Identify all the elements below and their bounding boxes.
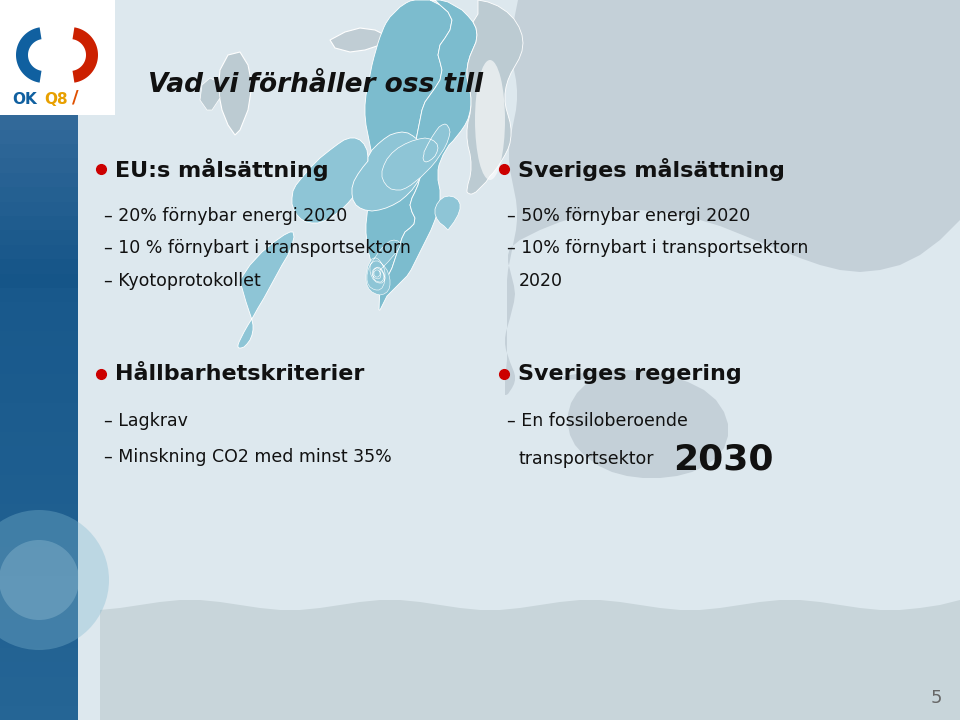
FancyBboxPatch shape <box>0 503 78 518</box>
Text: – 10 % förnybart i transportsektorn: – 10 % förnybart i transportsektorn <box>104 239 411 257</box>
FancyBboxPatch shape <box>0 114 78 130</box>
FancyBboxPatch shape <box>0 546 78 562</box>
FancyBboxPatch shape <box>0 57 78 72</box>
Text: Vad vi förhåller oss till: Vad vi förhåller oss till <box>148 72 483 98</box>
FancyBboxPatch shape <box>0 402 78 418</box>
FancyBboxPatch shape <box>0 575 78 590</box>
Text: – 50% förnybar energi 2020: – 50% förnybar energi 2020 <box>507 207 750 225</box>
Text: /: / <box>72 89 79 107</box>
Polygon shape <box>330 28 385 52</box>
FancyBboxPatch shape <box>0 374 78 389</box>
FancyBboxPatch shape <box>0 446 78 461</box>
FancyBboxPatch shape <box>0 388 78 403</box>
FancyBboxPatch shape <box>0 532 78 547</box>
FancyBboxPatch shape <box>0 287 78 302</box>
FancyBboxPatch shape <box>0 705 78 720</box>
FancyBboxPatch shape <box>0 662 78 677</box>
Text: transportsektor: transportsektor <box>518 451 654 469</box>
Polygon shape <box>218 52 252 135</box>
FancyBboxPatch shape <box>0 86 78 101</box>
FancyBboxPatch shape <box>0 345 78 360</box>
Polygon shape <box>435 196 460 230</box>
FancyBboxPatch shape <box>0 647 78 662</box>
Text: Hållbarhetskriterier: Hållbarhetskriterier <box>115 364 364 384</box>
FancyBboxPatch shape <box>0 676 78 691</box>
FancyBboxPatch shape <box>0 215 78 230</box>
Polygon shape <box>238 232 294 348</box>
FancyBboxPatch shape <box>0 230 78 245</box>
FancyBboxPatch shape <box>0 633 78 648</box>
Polygon shape <box>292 138 368 223</box>
Text: 2020: 2020 <box>518 271 563 289</box>
FancyBboxPatch shape <box>0 129 78 144</box>
FancyBboxPatch shape <box>0 172 78 187</box>
Polygon shape <box>366 240 400 295</box>
FancyBboxPatch shape <box>0 618 78 634</box>
FancyBboxPatch shape <box>0 604 78 619</box>
Text: Sveriges regering: Sveriges regering <box>518 364 742 384</box>
FancyBboxPatch shape <box>0 302 78 317</box>
FancyBboxPatch shape <box>0 201 78 216</box>
FancyBboxPatch shape <box>0 417 78 432</box>
Text: – Lagkrav: – Lagkrav <box>104 412 187 430</box>
FancyBboxPatch shape <box>0 518 78 533</box>
FancyBboxPatch shape <box>0 330 78 346</box>
FancyBboxPatch shape <box>0 561 78 576</box>
FancyBboxPatch shape <box>0 100 78 115</box>
Polygon shape <box>382 124 450 190</box>
FancyBboxPatch shape <box>0 258 78 274</box>
Polygon shape <box>365 0 452 284</box>
Polygon shape <box>467 0 523 194</box>
FancyBboxPatch shape <box>0 359 78 374</box>
FancyBboxPatch shape <box>0 460 78 475</box>
Polygon shape <box>550 370 728 478</box>
FancyBboxPatch shape <box>0 158 78 173</box>
Circle shape <box>0 510 109 650</box>
FancyBboxPatch shape <box>0 244 78 259</box>
Polygon shape <box>505 0 960 395</box>
Circle shape <box>0 540 79 620</box>
Polygon shape <box>73 27 98 83</box>
Text: OK: OK <box>12 92 36 107</box>
FancyBboxPatch shape <box>0 14 78 29</box>
FancyBboxPatch shape <box>0 273 78 288</box>
FancyBboxPatch shape <box>0 0 78 14</box>
FancyBboxPatch shape <box>0 489 78 504</box>
Polygon shape <box>200 78 220 110</box>
FancyBboxPatch shape <box>0 71 78 86</box>
FancyBboxPatch shape <box>0 316 78 331</box>
Polygon shape <box>16 27 41 83</box>
Text: 5: 5 <box>930 689 942 707</box>
Text: – 20% förnybar energi 2020: – 20% förnybar energi 2020 <box>104 207 347 225</box>
Text: 2030: 2030 <box>673 442 774 477</box>
FancyBboxPatch shape <box>0 474 78 490</box>
FancyBboxPatch shape <box>0 186 78 202</box>
Ellipse shape <box>475 60 505 180</box>
FancyBboxPatch shape <box>0 590 78 605</box>
Text: – Minskning CO2 med minst 35%: – Minskning CO2 med minst 35% <box>104 448 392 467</box>
Polygon shape <box>352 132 425 211</box>
FancyBboxPatch shape <box>0 431 78 446</box>
Text: – En fossiloberoende: – En fossiloberoende <box>507 412 687 430</box>
FancyBboxPatch shape <box>0 0 115 115</box>
Text: Sveriges målsättning: Sveriges målsättning <box>518 158 785 181</box>
Polygon shape <box>379 0 477 310</box>
Text: EU:s målsättning: EU:s målsättning <box>115 158 328 181</box>
Text: – Kyotoprotokollet: – Kyotoprotokollet <box>104 271 260 289</box>
FancyBboxPatch shape <box>0 28 78 43</box>
Text: Q8: Q8 <box>44 92 67 107</box>
FancyBboxPatch shape <box>0 143 78 158</box>
Polygon shape <box>100 600 960 720</box>
FancyBboxPatch shape <box>0 690 78 706</box>
FancyBboxPatch shape <box>78 0 960 720</box>
Text: – 10% förnybart i transportsektorn: – 10% förnybart i transportsektorn <box>507 239 808 257</box>
FancyBboxPatch shape <box>0 42 78 58</box>
